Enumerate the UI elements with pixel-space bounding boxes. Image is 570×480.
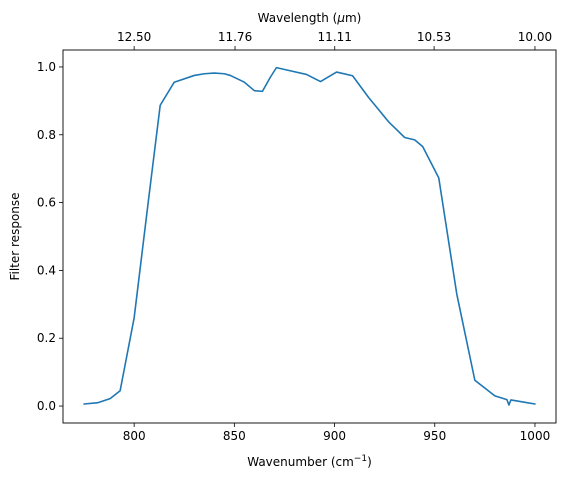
x-tick-label: 1000 (520, 429, 551, 443)
y-axis-ticks: 0.0 0.2 0.4 0.6 0.8 1.0 (37, 60, 63, 413)
y-tick-label: 0.2 (37, 331, 56, 345)
top-tick-label: 11.76 (218, 30, 252, 44)
top-tick-label: 12.50 (117, 30, 151, 44)
plot-area (63, 50, 556, 423)
top-axis-ticks: 12.50 11.76 11.11 10.53 10.00 (117, 30, 552, 50)
top-tick-label: 10.00 (518, 30, 552, 44)
series-line (83, 66, 536, 406)
x-tick-label: 850 (223, 429, 246, 443)
top-tick-label: 10.53 (417, 30, 451, 44)
x-tick-label: 800 (123, 429, 146, 443)
x-axis-ticks: 800 850 900 950 1000 (123, 423, 551, 443)
y-tick-label: 0.0 (37, 399, 56, 413)
y-tick-label: 0.8 (37, 128, 56, 142)
x-tick-label: 900 (323, 429, 346, 443)
top-tick-label: 11.11 (318, 30, 352, 44)
plot-frame (62, 49, 557, 424)
y-tick-label: 0.6 (37, 196, 56, 210)
y-tick-label: 1.0 (37, 60, 56, 74)
top-axis-label: Wavelength (μm) (258, 11, 362, 25)
y-axis-label: Filter response (8, 192, 22, 280)
x-tick-label: 950 (423, 429, 446, 443)
x-axis-label: Wavenumber (cm−1) (247, 454, 372, 469)
y-tick-label: 0.4 (37, 263, 56, 277)
